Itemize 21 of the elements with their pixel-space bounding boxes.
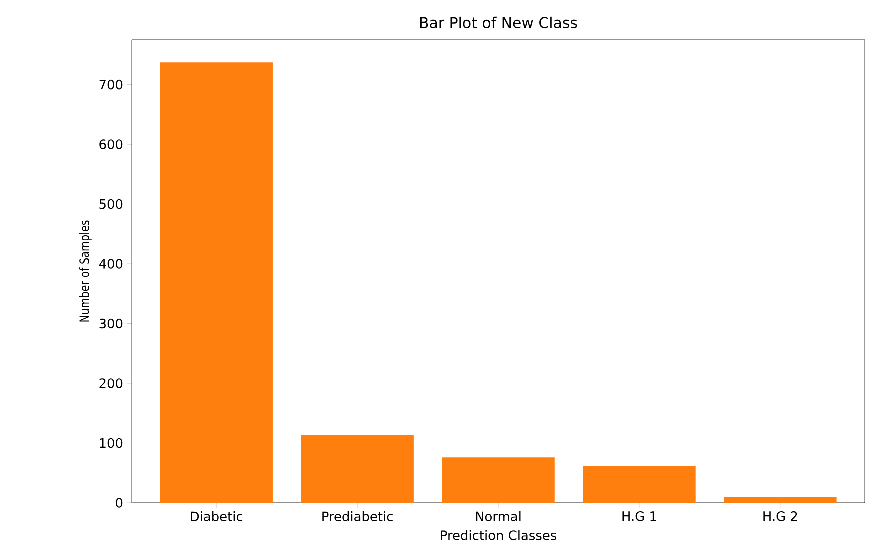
bar <box>442 458 555 503</box>
y-tick-label: 100 <box>100 438 123 448</box>
bar <box>583 466 696 503</box>
y-tick-label: 700 <box>100 80 123 90</box>
x-tick-label: Prediabetic <box>322 512 393 522</box>
chart-title: Bar Plot of New Class <box>420 16 578 28</box>
y-tick-label: 500 <box>100 199 123 210</box>
x-tick-label: H.G 2 <box>764 512 798 522</box>
y-tick-label: 200 <box>100 378 123 388</box>
y-tick-label: 300 <box>100 318 123 329</box>
bar <box>160 62 273 503</box>
y-tick-label: 600 <box>100 140 123 150</box>
x-tick-label: H.G 1 <box>622 512 656 522</box>
x-tick-label: Normal <box>476 512 521 522</box>
y-axis-title: Number of Samples <box>79 220 92 322</box>
y-tick-label: 400 <box>99 259 123 269</box>
y-tick-label: 0 <box>116 498 123 508</box>
x-tick-label: Diabetic <box>191 512 243 522</box>
bar <box>301 435 414 503</box>
x-axis-title: Prediction Classes <box>441 530 556 540</box>
bar <box>724 497 837 503</box>
